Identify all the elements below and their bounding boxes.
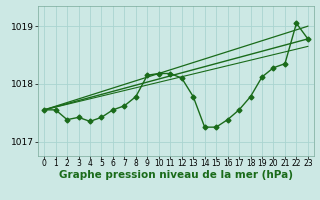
X-axis label: Graphe pression niveau de la mer (hPa): Graphe pression niveau de la mer (hPa): [59, 170, 293, 180]
